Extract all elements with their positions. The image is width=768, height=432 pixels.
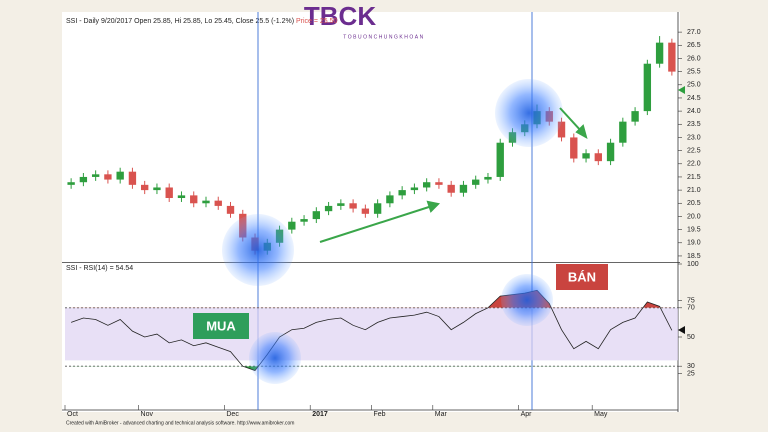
y-tick-label: 70: [687, 305, 695, 312]
y-tick-label: 26.5: [687, 42, 701, 49]
x-tick-label: Dec: [226, 411, 239, 418]
candle-body: [214, 200, 222, 206]
y-tick-label: 19.5: [687, 226, 701, 233]
candle-body: [104, 174, 112, 180]
candle-body: [116, 171, 124, 180]
candle-body: [226, 205, 235, 214]
last-rsi-marker: [678, 326, 685, 334]
candle-body: [496, 142, 504, 177]
logo-subtitle: TOBUONCHUNGKHOAN: [343, 34, 424, 40]
y-tick-label: 18.5: [687, 253, 701, 260]
y-tick-label: 25.0: [687, 82, 701, 89]
y-tick-label: 21.0: [687, 187, 701, 194]
y-tick-label: 27.0: [687, 29, 701, 36]
candle-body: [594, 153, 602, 162]
candle-body: [312, 211, 321, 220]
candle-body: [643, 63, 652, 112]
sell-label: BÁN: [568, 269, 596, 284]
title-text: SSI - Daily 9/20/2017 Open 25.85, Hi 25.…: [66, 18, 294, 25]
candle-body: [582, 153, 590, 159]
y-tick-label: 21.5: [687, 174, 701, 181]
candle-body: [668, 42, 676, 72]
candle-body: [177, 195, 186, 199]
last-price-marker: [678, 86, 685, 94]
candle-body: [447, 184, 455, 193]
candle-body: [202, 200, 210, 204]
candle-body: [300, 219, 308, 222]
candle-body: [631, 111, 639, 122]
logo-title: TBCK: [304, 1, 376, 31]
candle-body: [410, 187, 419, 191]
x-tick-label: Mar: [435, 411, 448, 418]
x-tick-label: Oct: [67, 411, 78, 418]
y-tick-label: 24.5: [687, 95, 701, 102]
candle-body: [190, 195, 198, 204]
y-tick-label: 30: [687, 363, 695, 370]
y-tick-label: 26.0: [687, 55, 701, 62]
candle-body: [349, 203, 357, 209]
candle-body: [324, 205, 333, 212]
highlight: [495, 79, 563, 147]
highlight: [249, 332, 301, 384]
sell-label-box: [556, 264, 608, 290]
x-tick-label: 2017: [312, 411, 328, 418]
buy-label: MUA: [206, 318, 236, 333]
candle-body: [288, 221, 296, 230]
y-tick-label: 24.0: [687, 108, 701, 115]
candle-body: [373, 203, 382, 214]
trend-arrows: [319, 107, 588, 243]
buy-label-box: [193, 313, 249, 339]
candle-body: [398, 190, 406, 196]
candle-body: [606, 142, 615, 162]
candle-body: [570, 137, 578, 159]
price-title: SSI - Daily 9/20/2017 Open 25.85, Hi 25.…: [66, 18, 338, 25]
y-tick-label: 23.0: [687, 134, 701, 141]
highlight: [222, 214, 294, 286]
candle-body: [79, 176, 88, 183]
candle-body: [435, 182, 443, 185]
candle-body: [557, 121, 566, 138]
candle-body: [386, 195, 394, 204]
y-tick-label: 20.5: [687, 200, 701, 207]
candle-body: [153, 187, 161, 191]
candle-body: [459, 184, 468, 193]
candle-body: [337, 203, 345, 206]
price-label: Price = 25.50: [296, 18, 338, 25]
candle-body: [619, 121, 627, 143]
rsi-line: [70, 289, 673, 372]
y-tick-label: 22.5: [687, 147, 701, 154]
y-tick-label: 20.0: [687, 213, 701, 220]
highlight: [501, 274, 553, 326]
marks: 18.5 19.0 19.5 20.0 20.5 21.0 21.5 22.0 22.5 23.0…: [64, 29, 701, 418]
y-tick-label: 22.0: [687, 161, 701, 168]
candle-body: [91, 174, 100, 177]
candle-body: [472, 179, 480, 185]
candle-body: [141, 184, 149, 191]
footer: Created with AmiBroker - advanced charti…: [66, 420, 294, 426]
neutral-band: [65, 307, 678, 361]
y-tick-label: 25: [687, 370, 695, 377]
candle-body: [67, 182, 75, 185]
x-tick-label: Apr: [521, 411, 533, 418]
y-tick-label: 23.5: [687, 121, 701, 128]
y-tick-label: 50: [687, 334, 695, 341]
x-tick-label: Feb: [374, 411, 386, 418]
x-tick-label: Nov: [141, 411, 154, 418]
candle-body: [655, 42, 664, 64]
candle-body: [128, 171, 137, 185]
y-tick-label: 75: [687, 297, 695, 304]
y-tick-label: 25.5: [687, 68, 701, 75]
candle-body: [484, 176, 492, 180]
candle-body: [361, 208, 370, 214]
candle-body: [422, 182, 431, 188]
x-tick-label: May: [594, 411, 608, 418]
rsi-title: SSI - RSI(14) = 54.54: [66, 265, 133, 272]
y-tick-label: 100: [687, 261, 699, 268]
candle-body: [165, 187, 173, 199]
y-tick-label: 19.0: [687, 240, 701, 247]
